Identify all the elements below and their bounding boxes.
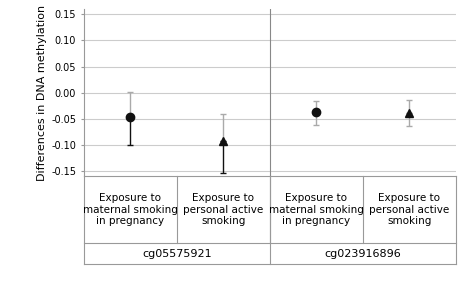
Text: Exposure to
personal active
smoking: Exposure to personal active smoking	[183, 193, 263, 226]
Text: Exposure to
maternal smoking
in pregnancy: Exposure to maternal smoking in pregnanc…	[269, 193, 364, 226]
Text: cg023916896: cg023916896	[324, 249, 401, 259]
Text: cg05575921: cg05575921	[142, 249, 212, 259]
Y-axis label: Differences in DNA methylation: Differences in DNA methylation	[37, 5, 47, 181]
Text: Exposure to
maternal smoking
in pregnancy: Exposure to maternal smoking in pregnanc…	[83, 193, 178, 226]
Text: Exposure to
personal active
smoking: Exposure to personal active smoking	[369, 193, 449, 226]
